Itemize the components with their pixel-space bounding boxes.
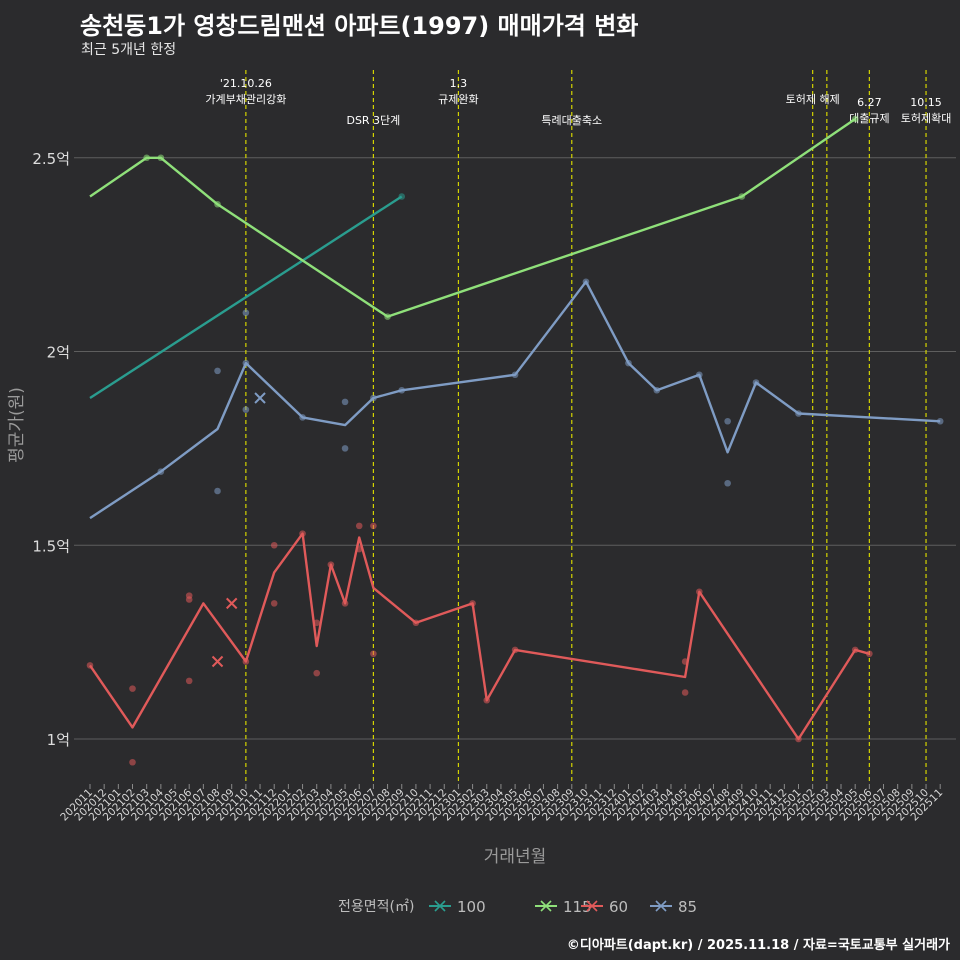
- chart-title: 송천동1가 영창드림맨션 아파트(1997) 매매가격 변화: [80, 12, 639, 40]
- y-tick-label: 2.5억: [32, 150, 70, 168]
- data-point: [129, 758, 136, 766]
- cross-marker: [254, 392, 266, 404]
- data-point: [270, 600, 278, 607]
- y-axis-title: 평균가(원): [7, 387, 27, 463]
- data-point: [242, 406, 250, 413]
- cross-marker: [225, 597, 238, 610]
- series-line: [89, 280, 941, 520]
- series-115: [89, 115, 859, 320]
- legend-marker: [655, 900, 667, 912]
- event-label: 6.27 대출규제: [849, 96, 889, 125]
- y-tick-label: 1억: [47, 731, 70, 749]
- x-axis-title: 거래년월: [484, 847, 547, 867]
- data-point: [129, 685, 136, 692]
- series-60: [86, 522, 873, 766]
- event-label: DSR 3단계: [346, 114, 400, 127]
- data-point: [681, 689, 689, 696]
- legend-marker: [586, 900, 598, 912]
- series-line: [89, 532, 870, 741]
- event-label: '21.10.26 가계부채관리강화: [205, 77, 286, 106]
- series-line: [89, 195, 403, 400]
- legend: 전용면적(㎡) 100 115 60 85: [338, 898, 697, 916]
- event-label: 특례대출축소: [541, 114, 602, 127]
- data-point: [724, 479, 731, 487]
- event-label: 10.15 토허제확대: [901, 96, 952, 125]
- data-point: [270, 541, 278, 549]
- y-tick-label: 1.5억: [32, 537, 70, 555]
- data-point: [313, 669, 321, 677]
- data-point: [370, 650, 377, 658]
- data-point: [214, 487, 221, 495]
- legend-title: 전용면적(㎡): [338, 899, 414, 915]
- legend-marker: [434, 900, 446, 912]
- legend-label: 60: [609, 898, 628, 916]
- legend-label: 115: [563, 898, 592, 916]
- data-point: [242, 309, 250, 317]
- data-point: [185, 677, 193, 685]
- data-point: [724, 417, 731, 425]
- cross-marker: [211, 655, 224, 668]
- series-85: [89, 278, 944, 520]
- y-tick-label: 2억: [47, 344, 70, 362]
- series-100: [89, 193, 406, 400]
- source-caption: ©디아파트(dapt.kr) / 2025.11.18 / 자료=국토교통부 실…: [566, 938, 950, 953]
- legend-label: 100: [457, 898, 486, 916]
- data-point: [185, 596, 193, 603]
- event-label: 1.3 규제완화: [438, 77, 478, 106]
- chart-subtitle: 최근 5개년 한정: [81, 42, 177, 58]
- legend-marker: [540, 900, 552, 912]
- data-point: [341, 398, 349, 406]
- series-line: [89, 118, 856, 318]
- legend-label: 85: [678, 898, 697, 916]
- data-point: [370, 522, 377, 530]
- event-label: 토허제 해제: [786, 92, 840, 106]
- data-point: [214, 367, 221, 375]
- data-point: [341, 445, 349, 452]
- data-point: [355, 522, 363, 530]
